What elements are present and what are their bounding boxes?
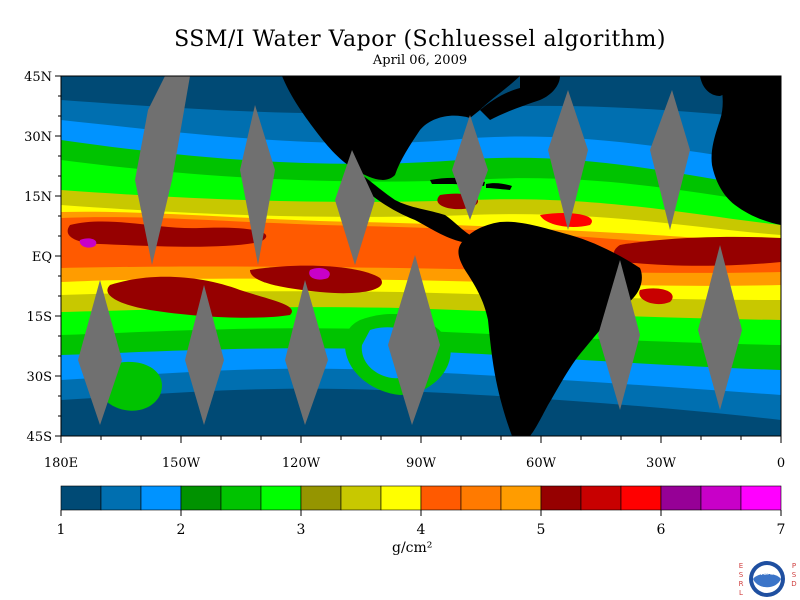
colorbar-swatch (60, 485, 102, 511)
logo-esrl-text: E S R L (738, 562, 744, 597)
colorbar-tick-label: 6 (657, 522, 666, 538)
colorbar-swatch (660, 485, 702, 511)
lat-label: 30S (27, 370, 52, 385)
colorbar-swatch (620, 485, 662, 511)
colorbar-swatch (380, 485, 422, 511)
colorbar-swatch (540, 485, 582, 511)
colorbar-tick-label: 4 (417, 522, 426, 538)
colorbar-tick-label: 3 (297, 522, 306, 538)
map-field (61, 76, 781, 436)
lon-label: 0 (777, 456, 785, 471)
lat-label: 15N (24, 190, 52, 205)
colorbar-swatch (700, 485, 742, 511)
colorbar-tick-label: 2 (177, 522, 186, 538)
colorbar-tick-label: 1 (57, 522, 66, 538)
colorbar-swatch (420, 485, 462, 511)
logo-noaa-text: NOAA (758, 570, 776, 577)
colorbar-swatch (100, 485, 142, 511)
lon-label: 30W (646, 456, 677, 471)
colorbar-swatch (260, 485, 302, 511)
colorbar-tick-label: 7 (777, 522, 786, 538)
lon-label: 180E (44, 456, 78, 471)
lat-label: 15S (27, 310, 52, 325)
no-data-swaths (78, 76, 742, 425)
colorbar-swatch (220, 485, 262, 511)
lon-label: 120W (282, 456, 321, 471)
colorbar-swatch (180, 485, 222, 511)
colorbar-swatch (340, 485, 382, 511)
chart-title: SSM/I Water Vapor (Schluessel algorithm) (174, 27, 666, 52)
colorbar-swatch (460, 485, 502, 511)
lon-label: 150W (162, 456, 201, 471)
lat-label: EQ (32, 250, 52, 265)
lon-label: 90W (406, 456, 437, 471)
colorbar-swatch (580, 485, 622, 511)
colorbar-swatch (300, 485, 342, 511)
colorbar-swatch (740, 485, 782, 511)
colorbar-swatch (500, 485, 542, 511)
lon-label: 60W (526, 456, 557, 471)
noaa-logo: NOAA (749, 561, 785, 597)
colorbar-unit: g/cm² (392, 540, 433, 556)
lat-label: 45S (27, 430, 52, 445)
logo-psd-text: P S D (791, 562, 797, 588)
lat-label: 45N (24, 70, 52, 85)
colorbar (60, 485, 782, 511)
lat-label: 30N (24, 130, 52, 145)
colorbar-swatch (140, 485, 182, 511)
colorbar-tick-label: 5 (537, 522, 546, 538)
chart-date: April 06, 2009 (372, 53, 468, 68)
